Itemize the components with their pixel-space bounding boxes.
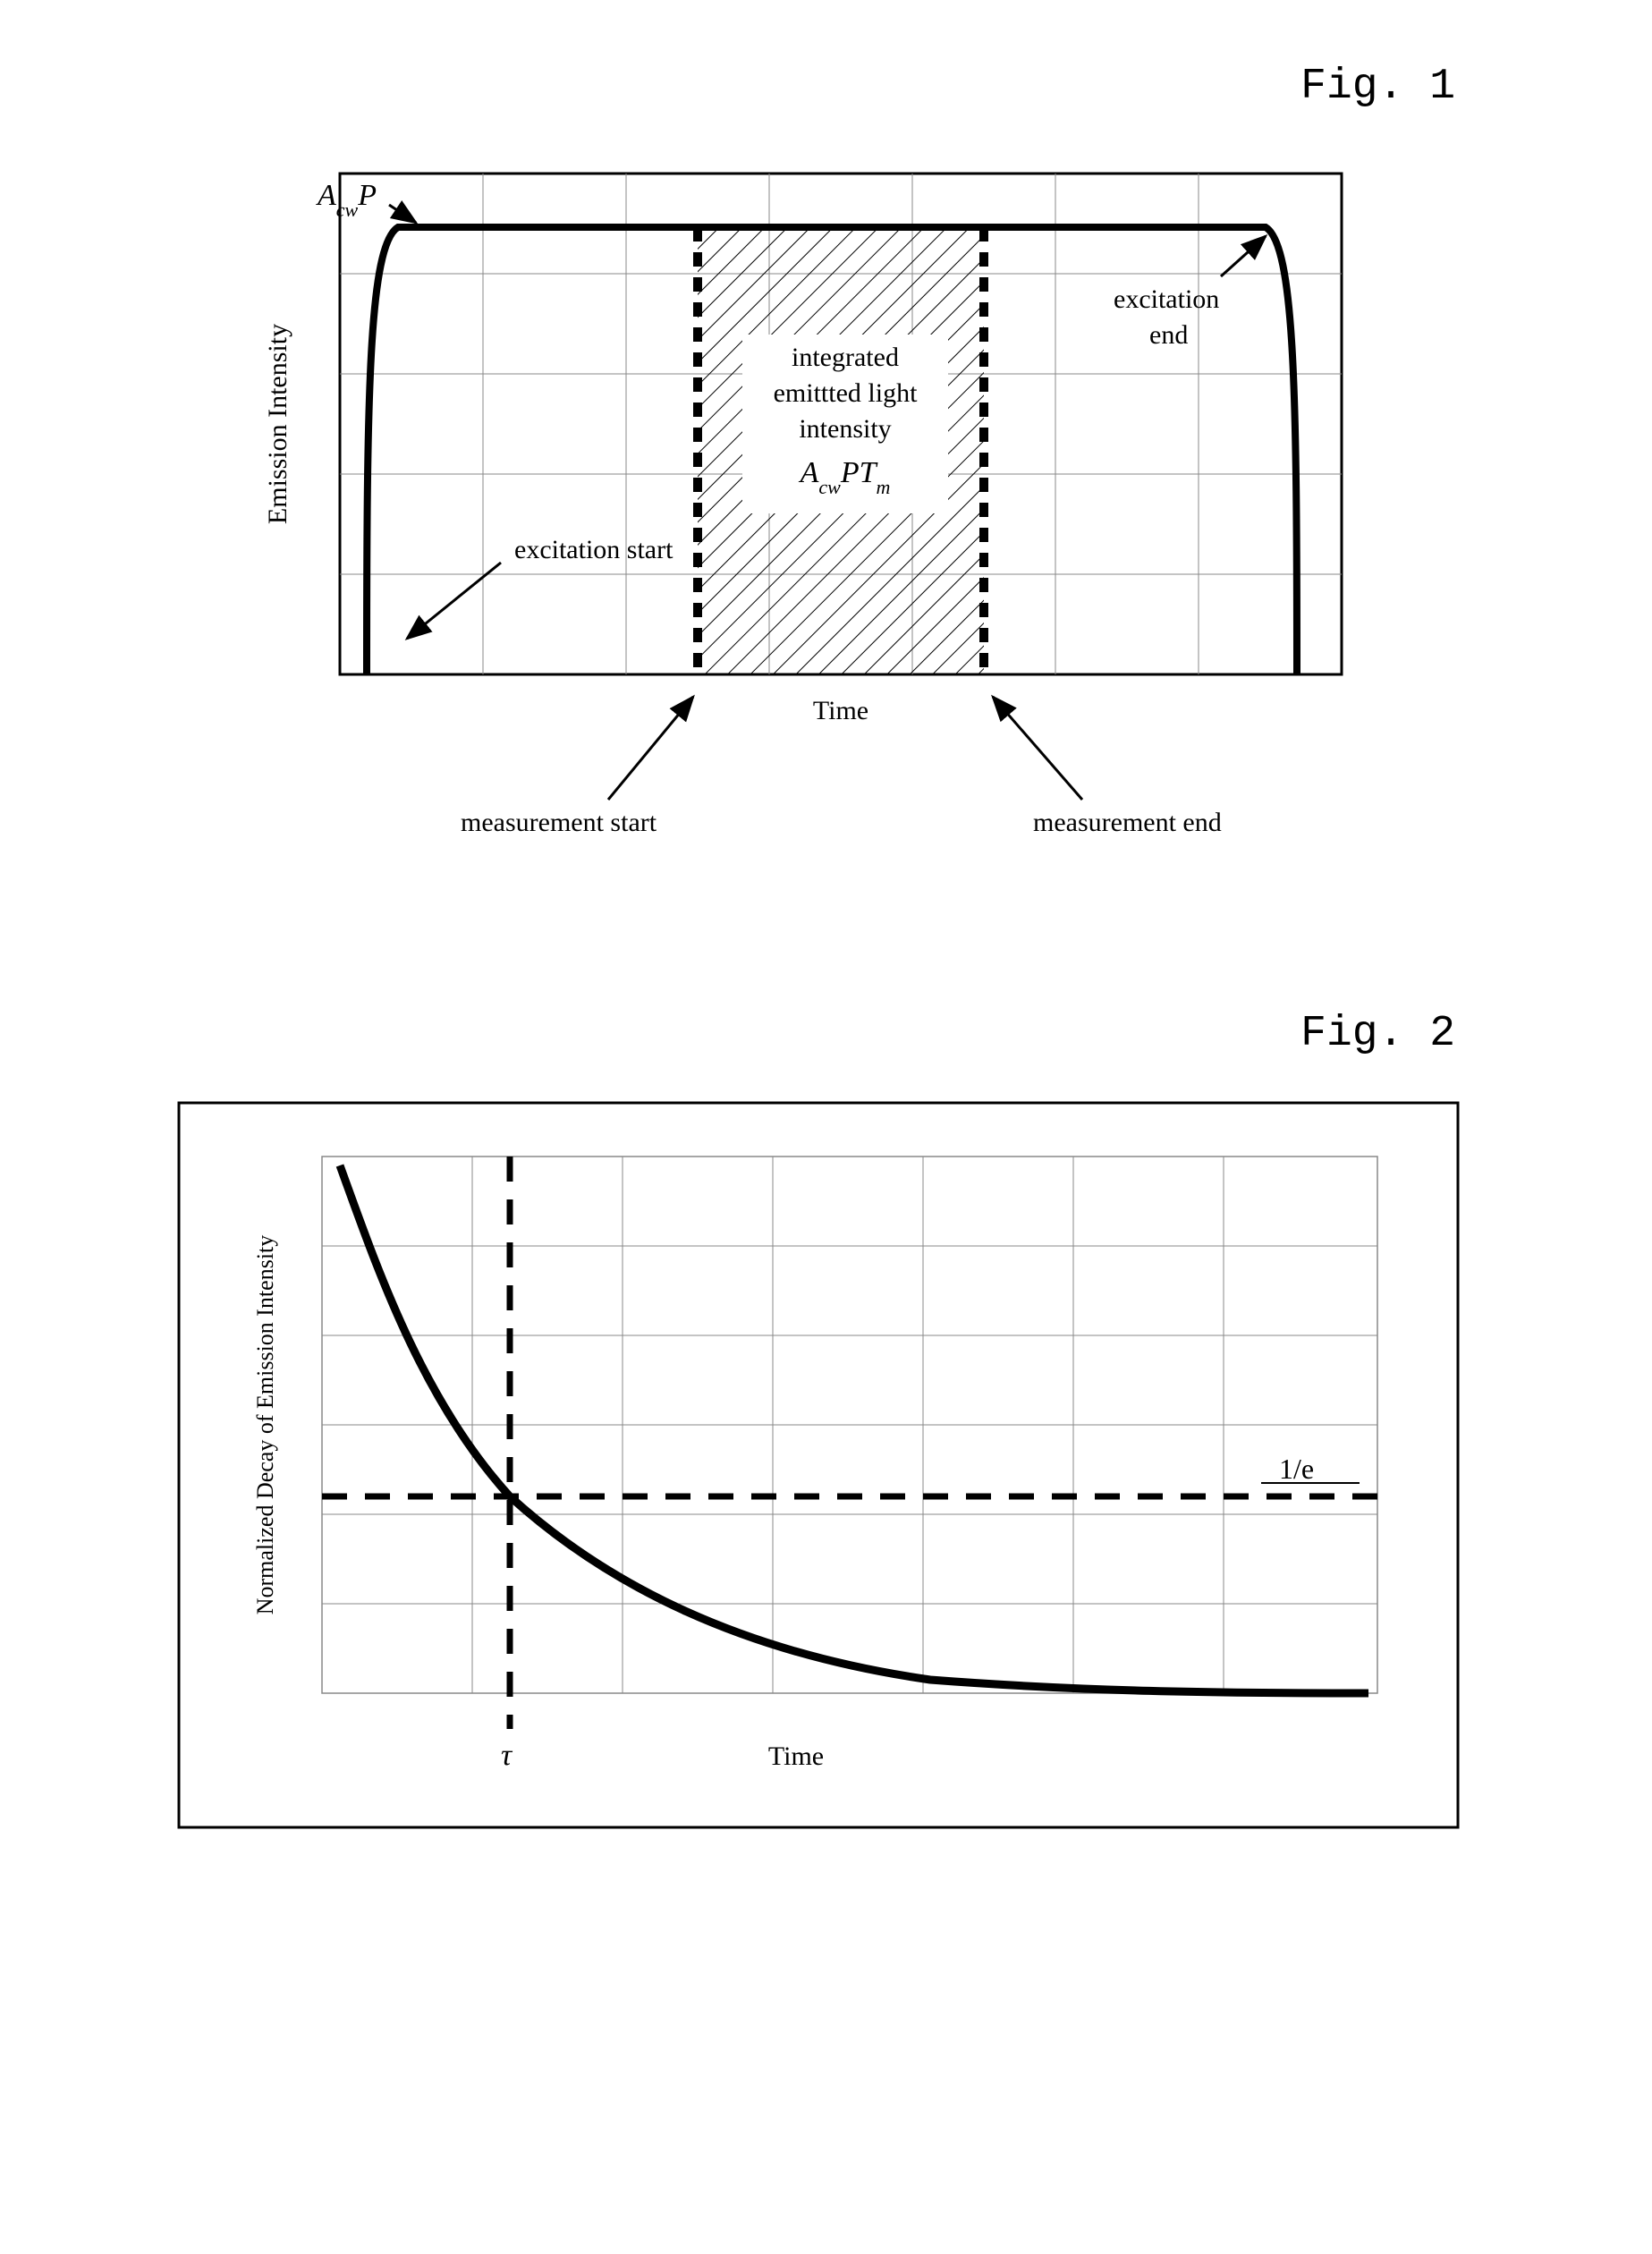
fig1-measurement-end-text: measurement end (1033, 808, 1222, 837)
fig1-excitation-end-text1: excitation (1114, 284, 1219, 314)
figure-2-label: Fig. 2 (36, 1010, 1455, 1058)
figure-1-chart: integrated emittted light intensity AcwP… (233, 147, 1395, 956)
figure-1-label: Fig. 1 (36, 63, 1455, 111)
fig1-integrated-line1: integrated (792, 343, 899, 372)
fig2-xlabel: Time (768, 1741, 824, 1771)
fig1-ylabel: Emission Intensity (263, 324, 292, 524)
fig1-excitation-end-text2: end (1149, 320, 1188, 350)
fig2-ylabel: Normalized Decay of Emission Intensity (252, 1235, 278, 1615)
fig1-measurement-end-arrow (993, 697, 1082, 800)
fig2-tau-label: τ (501, 1739, 513, 1772)
fig2-svg: 1/e τ Normalized Decay of Emission Inten… (170, 1094, 1467, 1836)
fig1-integrated-line2: emittted light (774, 378, 918, 408)
figure-2-chart: 1/e τ Normalized Decay of Emission Inten… (170, 1094, 1467, 1841)
fig1-measurement-start-arrow (608, 697, 693, 800)
fig1-measurement-start-text: measurement start (461, 808, 657, 837)
fig1-svg: integrated emittted light intensity AcwP… (233, 147, 1395, 952)
fig2-1overe-label: 1/e (1279, 1453, 1314, 1485)
fig1-xlabel: Time (813, 696, 868, 725)
fig1-excitation-start-text: excitation start (514, 535, 674, 564)
fig1-integrated-line3: intensity (799, 414, 891, 444)
